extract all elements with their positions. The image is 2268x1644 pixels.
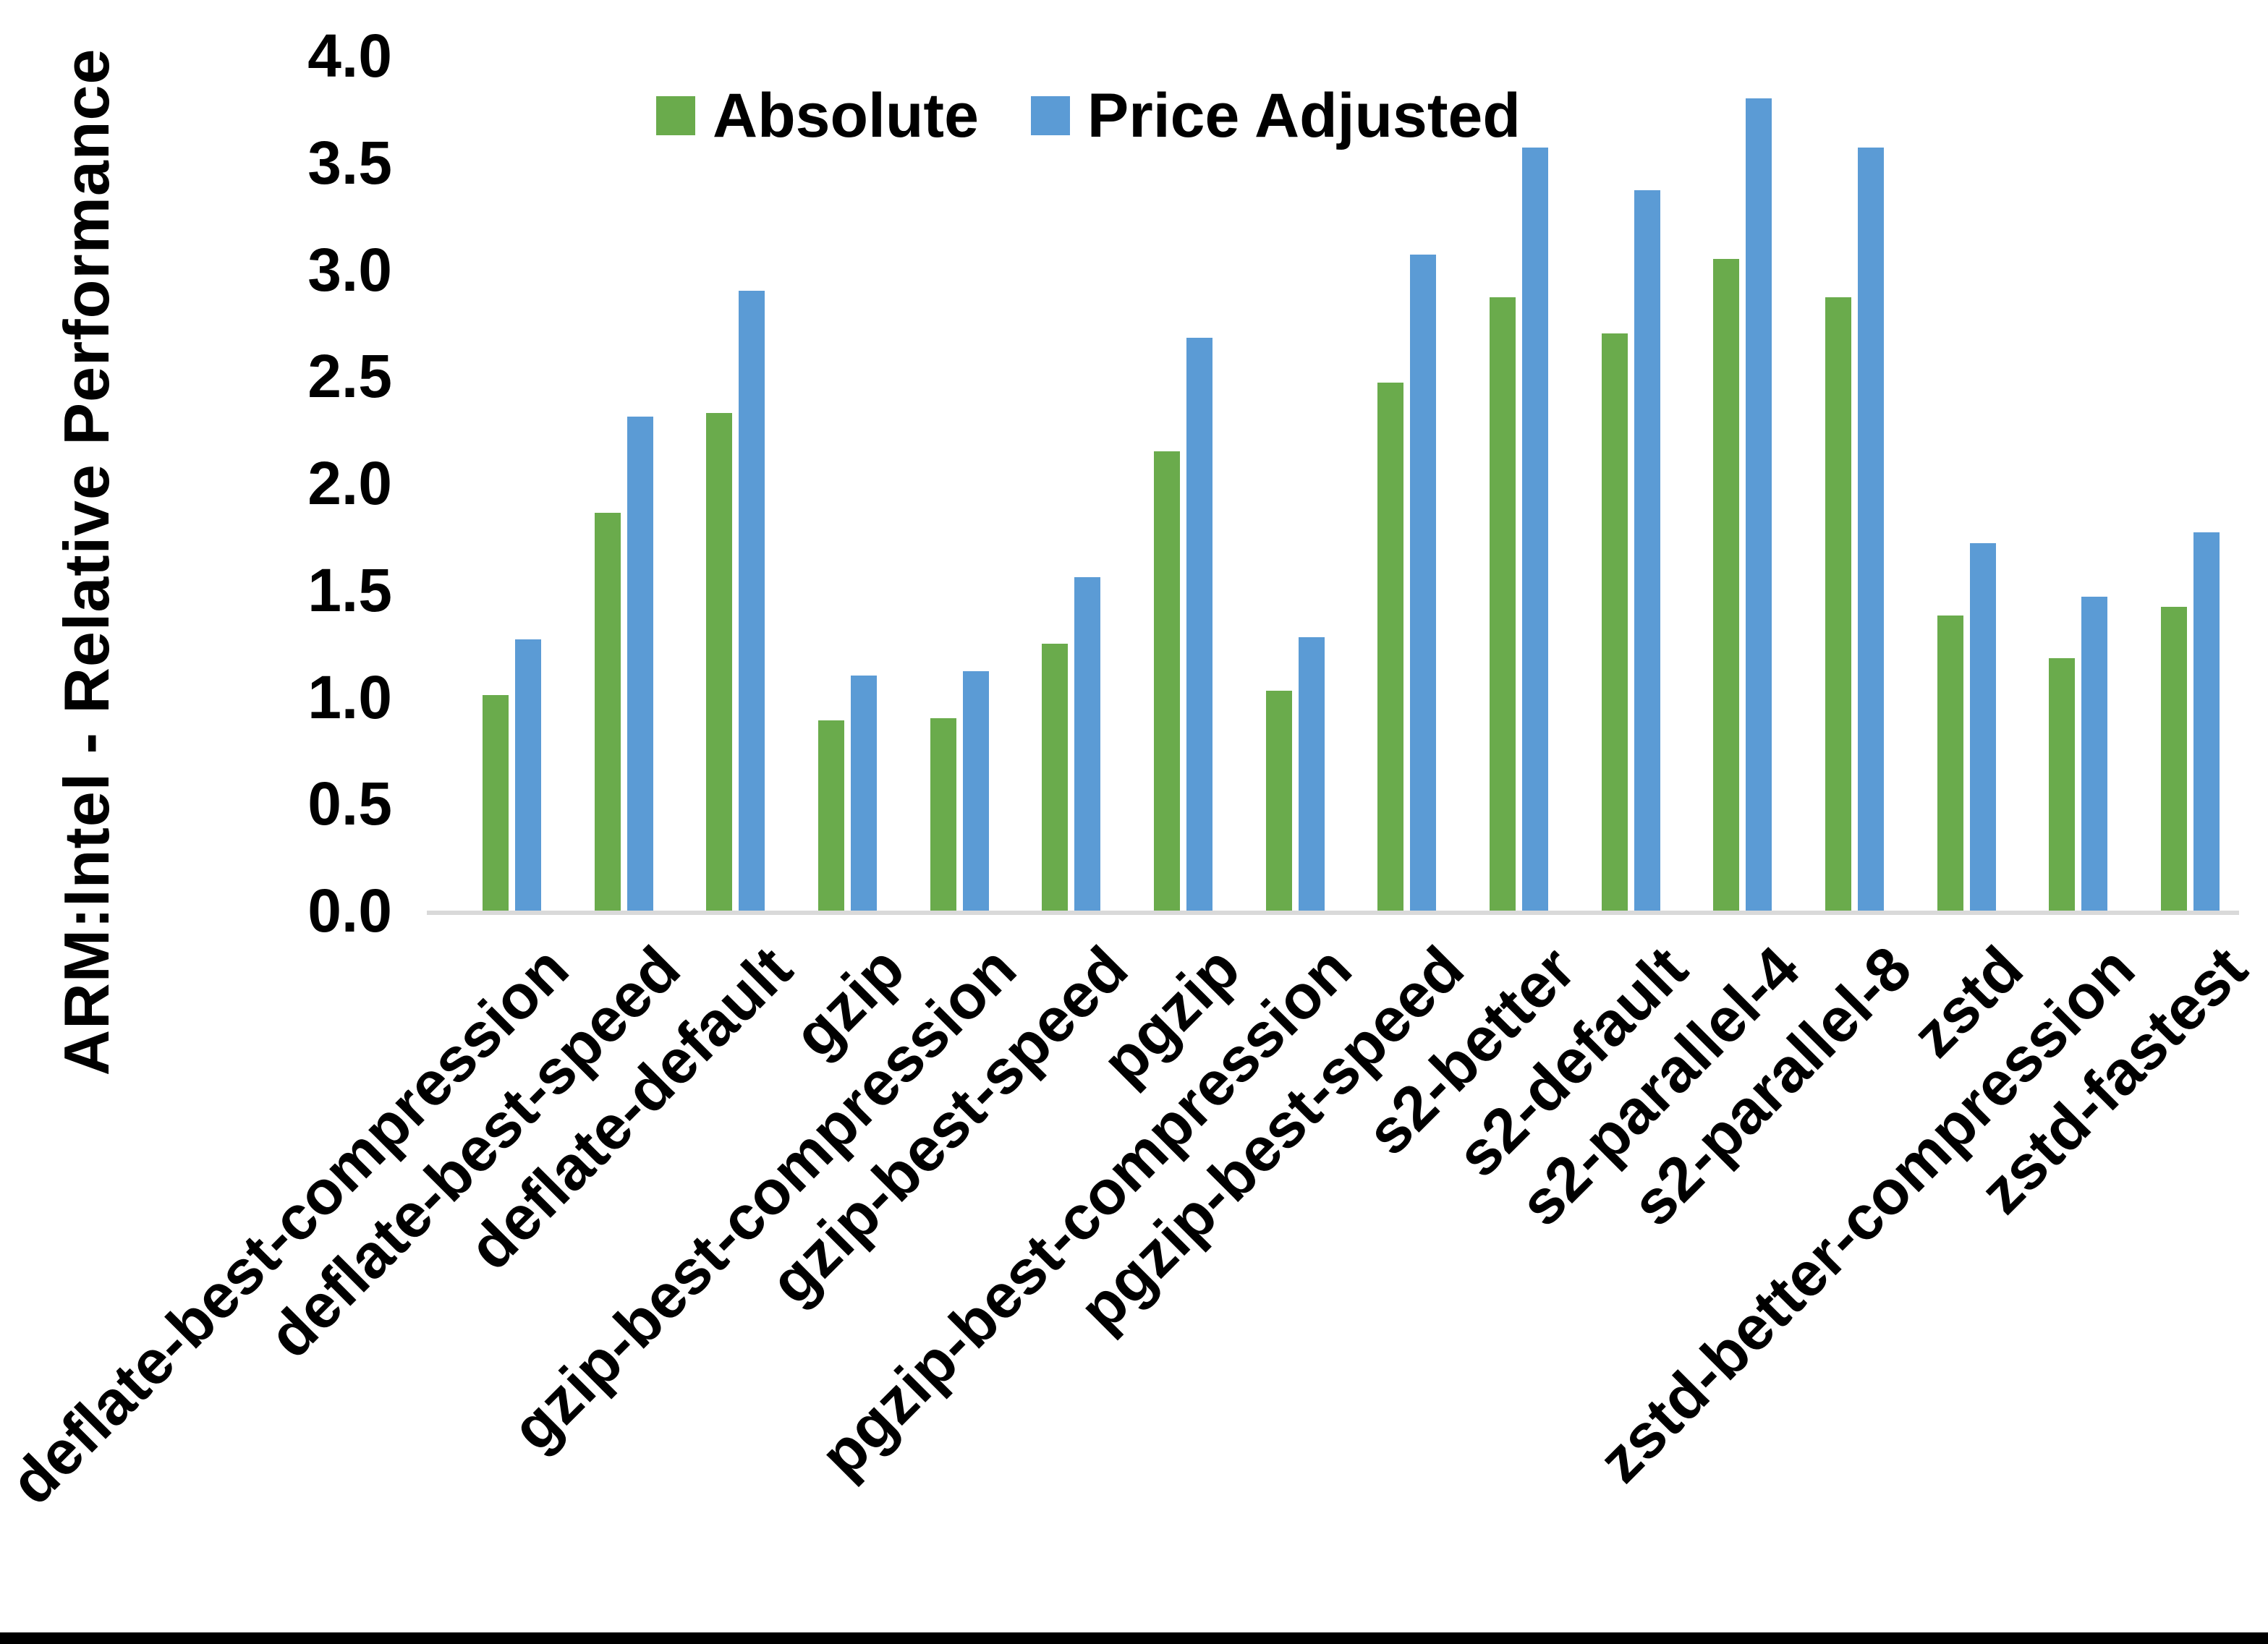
bar-group (2161, 56, 2220, 911)
bar-absolute (1042, 643, 1069, 911)
legend-swatch-absolute-icon (656, 96, 695, 135)
bar-group (1154, 56, 1212, 911)
bar-absolute (1490, 297, 1516, 911)
bar-price-adjusted (1746, 98, 1772, 911)
bar-group (2049, 56, 2108, 911)
bar-group (1713, 56, 1772, 911)
plot-area (427, 56, 2239, 915)
bar-price-adjusted (1410, 254, 1437, 911)
y-tick-label: 0.0 (307, 877, 392, 945)
legend-label-absolute: Absolute (713, 81, 979, 150)
bar-absolute (2161, 607, 2187, 911)
legend-item-absolute: Absolute (656, 80, 979, 152)
bar-group (483, 56, 541, 911)
bar-price-adjusted (1186, 338, 1212, 911)
bar-absolute (818, 720, 844, 911)
bar-absolute (1713, 258, 1740, 911)
legend-item-price-adjusted: Price Adjusted (1030, 80, 1521, 152)
y-tick-label: 2.0 (307, 449, 392, 517)
bar-group (1825, 56, 1884, 911)
bottom-border (0, 1632, 2268, 1644)
bar-price-adjusted (1634, 190, 1660, 911)
bar-group (930, 56, 989, 911)
bar-group (1601, 56, 1660, 911)
y-tick-label: 1.0 (307, 663, 392, 731)
bar-absolute (1601, 333, 1628, 911)
y-tick-label: 1.5 (307, 555, 392, 624)
bar-price-adjusted (2081, 596, 2108, 911)
bar-absolute (1825, 297, 1851, 911)
y-tick-label: 3.5 (307, 128, 392, 197)
bar-group (1265, 56, 1325, 911)
bar-absolute (2049, 658, 2076, 911)
legend-label-price-adjusted: Price Adjusted (1087, 81, 1521, 150)
y-axis-title: ARM:Intel - Relative Performance (51, 48, 122, 1076)
bar-price-adjusted (1858, 148, 1884, 911)
bar-price-adjusted (1969, 542, 1996, 911)
y-tick-label: 3.0 (307, 235, 392, 304)
bar-price-adjusted (739, 291, 765, 911)
bar-price-adjusted (851, 675, 877, 911)
y-tick-label: 4.0 (307, 22, 392, 90)
y-tick-label: 0.5 (307, 770, 392, 838)
bar-absolute (1937, 616, 1963, 911)
legend-swatch-price-adjusted-icon (1030, 96, 1070, 135)
bar-absolute (1265, 690, 1292, 911)
bar-price-adjusted (2193, 532, 2220, 911)
bar-price-adjusted (515, 639, 541, 911)
bar-absolute (1377, 383, 1404, 911)
bar-price-adjusted (1298, 636, 1325, 911)
bar-absolute (1154, 451, 1180, 911)
bar-group (594, 56, 653, 911)
bar-absolute (594, 513, 621, 911)
bar-group (1490, 56, 1548, 911)
bar-absolute (930, 718, 956, 911)
bar-group (706, 56, 765, 911)
bar-price-adjusted (1522, 148, 1548, 911)
legend: Absolute Price Adjusted (656, 80, 1521, 152)
bar-group (818, 56, 877, 911)
bar-group (1042, 56, 1101, 911)
bar-absolute (706, 412, 733, 911)
bar-group (1937, 56, 1996, 911)
bar-price-adjusted (1074, 577, 1101, 911)
bar-group (1377, 56, 1437, 911)
bar-absolute (483, 694, 509, 911)
bar-price-adjusted (962, 671, 989, 911)
y-tick-label: 2.5 (307, 342, 392, 411)
bar-price-adjusted (627, 417, 653, 911)
